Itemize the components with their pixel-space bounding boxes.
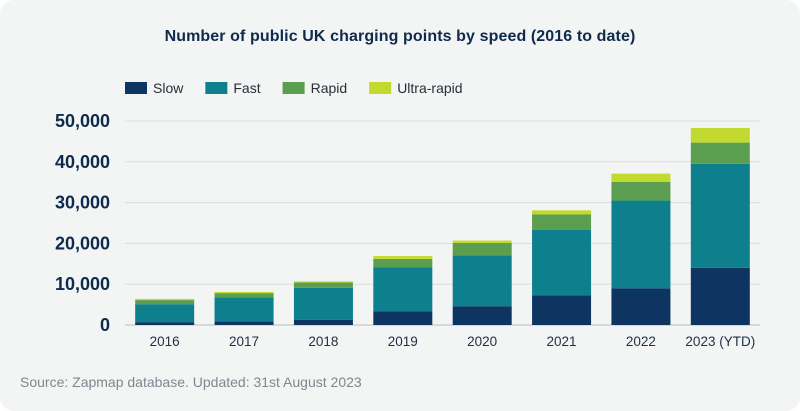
bar-ultra-rapid-2022	[611, 173, 671, 182]
bars	[135, 127, 750, 325]
legend-swatch	[205, 82, 228, 94]
bar-slow-2022	[611, 288, 671, 325]
bar-fast-2019	[373, 267, 433, 312]
bar-rapid-2019	[373, 258, 433, 268]
legend-label: Fast	[233, 80, 260, 96]
bar-rapid-2023-ytd	[690, 142, 750, 164]
legend-label: Slow	[153, 80, 184, 96]
bar-ultra-rapid-2023-ytd	[690, 127, 750, 143]
bar-rapid-2021	[532, 214, 592, 230]
bar-slow-2021	[532, 295, 592, 325]
legend-swatch	[369, 82, 392, 94]
y-tick-label: 20,000	[55, 233, 110, 253]
bar-slow-2023-ytd	[690, 267, 750, 325]
y-tick-label: 50,000	[55, 111, 110, 131]
bar-slow-2020	[452, 306, 512, 325]
bar-slow-2016	[135, 322, 195, 325]
y-tick-label: 10,000	[55, 274, 110, 294]
bar-ultra-rapid-2018	[293, 281, 353, 283]
legend-swatch	[282, 82, 305, 94]
bar-slow-2019	[373, 311, 433, 325]
x-tick-label: 2019	[388, 334, 418, 349]
bar-rapid-2017	[214, 293, 274, 298]
legend: Slow Fast Rapid Ultra-rapid	[125, 80, 463, 96]
bar-rapid-2022	[611, 181, 671, 201]
bar-ultra-rapid-2016	[135, 298, 195, 301]
y-axis-ticks: 0 10,000 20,000 30,000 40,000 50,000	[55, 111, 110, 335]
bar-slow-2018	[293, 319, 353, 325]
x-tick-label: 2020	[467, 334, 497, 349]
bar-ultra-rapid-2020	[452, 240, 512, 243]
x-axis-ticks: 2016 2017 2018 2019 2020 2021 2022 2023 (YTD)	[150, 334, 756, 349]
legend-swatch	[125, 82, 147, 94]
chart-title: Number of public UK charging points by s…	[164, 28, 636, 45]
bar-rapid-2018	[293, 282, 353, 288]
y-tick-label: 40,000	[55, 152, 110, 172]
x-tick-label: 2016	[150, 334, 180, 349]
x-tick-label: 2017	[229, 334, 259, 349]
bar-fast-2018	[293, 287, 353, 320]
bar-fast-2021	[532, 229, 592, 296]
x-tick-label: 2023 (YTD)	[685, 334, 755, 349]
y-tick-label: 0	[100, 315, 110, 335]
bar-fast-2023-ytd	[690, 163, 750, 268]
source-note: Source: Zapmap database. Updated: 31st A…	[20, 374, 362, 390]
x-tick-label: 2021	[547, 334, 577, 349]
bar-fast-2022	[611, 200, 671, 289]
bar-fast-2017	[214, 297, 274, 322]
bar-fast-2016	[135, 304, 195, 323]
bar-rapid-2016	[135, 300, 195, 305]
legend-label: Rapid	[311, 80, 348, 96]
legend-label: Ultra-rapid	[397, 80, 462, 96]
bar-slow-2017	[214, 321, 274, 325]
x-tick-label: 2022	[626, 334, 656, 349]
bar-rapid-2020	[452, 242, 512, 256]
bar-ultra-rapid-2017	[214, 291, 274, 294]
x-tick-label: 2018	[308, 334, 338, 349]
bar-ultra-rapid-2021	[532, 210, 592, 215]
bar-ultra-rapid-2019	[373, 256, 433, 259]
y-tick-label: 30,000	[55, 193, 110, 213]
bar-fast-2020	[452, 255, 512, 307]
